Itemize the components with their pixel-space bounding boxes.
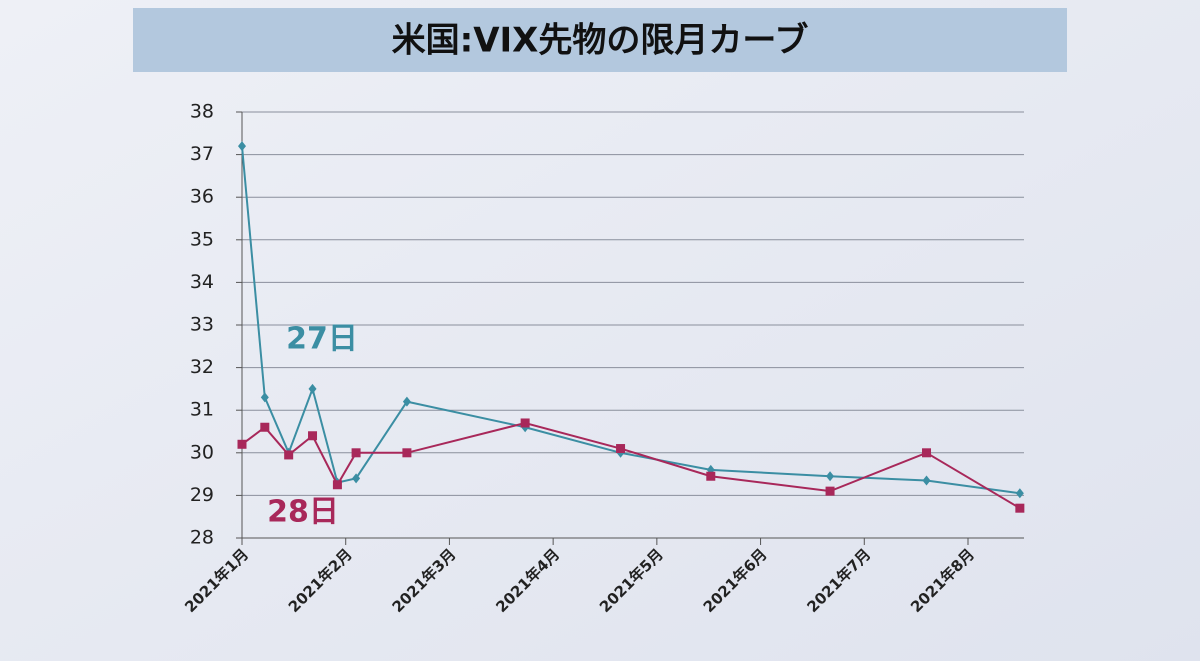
- marker: [922, 475, 931, 486]
- marker: [520, 418, 530, 428]
- marker: [616, 444, 626, 454]
- marker: [706, 471, 716, 481]
- y-tick-label: 33: [190, 314, 214, 336]
- marker: [308, 431, 318, 441]
- marker: [351, 448, 361, 458]
- y-tick-label: 32: [190, 356, 214, 378]
- marker: [308, 383, 317, 394]
- marker: [1015, 503, 1025, 513]
- marker: [260, 422, 270, 432]
- y-tick-label: 28: [190, 527, 214, 549]
- y-tick-label: 34: [190, 271, 214, 293]
- marker: [826, 471, 835, 482]
- marker: [1015, 488, 1024, 499]
- y-tick-label: 36: [190, 186, 214, 208]
- chart-title: 米国:VIX先物の限月カーブ: [392, 21, 809, 61]
- marker: [284, 450, 294, 460]
- marker: [825, 486, 835, 496]
- marker: [922, 448, 932, 458]
- y-tick-label: 37: [190, 143, 214, 165]
- y-tick-label: 30: [190, 441, 214, 463]
- marker: [332, 480, 342, 490]
- marker: [402, 448, 412, 458]
- marker: [237, 439, 247, 449]
- title-banner: [133, 8, 1067, 72]
- marker: [402, 396, 411, 407]
- y-tick-label: 35: [190, 228, 214, 250]
- marker: [238, 141, 246, 152]
- y-tick-label: 38: [190, 101, 214, 123]
- marker: [260, 392, 269, 403]
- marker: [352, 473, 361, 484]
- y-tick-label: 29: [190, 484, 214, 506]
- series-label: 27日: [286, 322, 358, 357]
- series-label: 28日: [267, 495, 339, 530]
- y-tick-label: 31: [190, 399, 214, 421]
